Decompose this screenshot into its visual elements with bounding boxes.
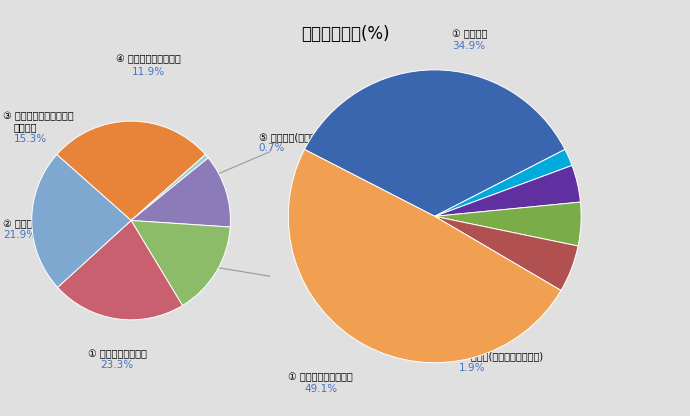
Wedge shape	[131, 220, 230, 305]
Text: 26.9%: 26.9%	[187, 238, 220, 248]
Wedge shape	[57, 121, 206, 220]
Text: 家電製品: 家電製品	[14, 122, 37, 132]
Text: ② その他 不燃ごみ: ② その他 不燃ごみ	[3, 220, 59, 230]
Text: 4.8%: 4.8%	[493, 224, 520, 234]
Text: 1.9%: 1.9%	[459, 363, 485, 373]
Text: ③ 小型家電に該当しない: ③ 小型家電に該当しない	[3, 111, 74, 121]
Wedge shape	[435, 149, 572, 216]
Text: 15.3%: 15.3%	[14, 134, 47, 144]
Text: ⑤ 処理困難物: ⑤ 処理困難物	[493, 249, 535, 259]
Text: 5.2%: 5.2%	[493, 186, 520, 196]
Wedge shape	[131, 154, 208, 220]
Text: ① 硬質プラスチック: ① 硬質プラスチック	[88, 349, 147, 359]
Text: 不燃ごみ対象外品: 不燃ごみ対象外品	[180, 222, 227, 232]
Text: ⑥ 蛍光管(割れていないもの): ⑥ 蛍光管(割れていないもの)	[459, 352, 543, 362]
Wedge shape	[435, 202, 581, 246]
Wedge shape	[288, 149, 561, 363]
Wedge shape	[435, 216, 578, 290]
Text: ④ 陶磁器・ガラス製品: ④ 陶磁器・ガラス製品	[116, 54, 181, 64]
Text: ③ PET・プラ製容器包装: ③ PET・プラ製容器包装	[493, 176, 570, 186]
Text: 4.1%: 4.1%	[493, 259, 520, 269]
Text: 49.1%: 49.1%	[304, 384, 337, 394]
Text: 不燃ごみ内訳(%): 不燃ごみ内訳(%)	[301, 25, 389, 43]
Wedge shape	[435, 166, 580, 216]
Wedge shape	[57, 220, 182, 320]
Text: ① 飲料缶・ガラスびん: ① 飲料缶・ガラスびん	[288, 372, 353, 382]
Text: ① 可燃ごみ: ① 可燃ごみ	[452, 30, 487, 40]
Text: 11.9%: 11.9%	[132, 67, 165, 77]
Text: 34.9%: 34.9%	[452, 41, 485, 51]
Text: 0.7%: 0.7%	[259, 143, 285, 153]
Text: ⑤ 危険ごみ(刃物、ライター): ⑤ 危険ごみ(刃物、ライター)	[259, 132, 343, 142]
Wedge shape	[32, 154, 131, 287]
Text: 21.9%: 21.9%	[3, 230, 37, 240]
Wedge shape	[304, 70, 565, 216]
Wedge shape	[131, 158, 230, 227]
Text: ④ スプレー缶・電池類: ④ スプレー缶・電池類	[493, 213, 558, 223]
Text: 23.3%: 23.3%	[101, 360, 134, 370]
